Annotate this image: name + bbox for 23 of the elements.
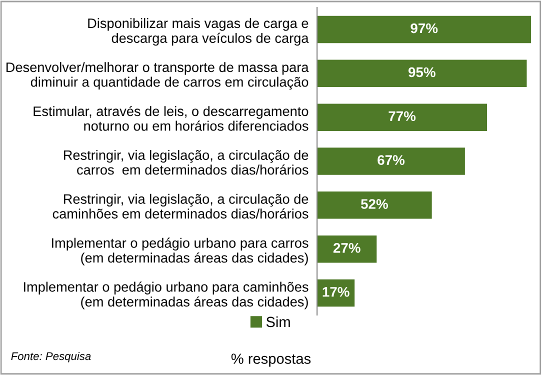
data-label: 17% bbox=[322, 286, 350, 297]
data-label: 77% bbox=[388, 111, 416, 122]
bar bbox=[317, 148, 465, 175]
data-label: 97% bbox=[410, 23, 438, 34]
source-note: Fonte: Pesquisa bbox=[11, 352, 91, 362]
data-label: 27% bbox=[333, 243, 360, 253]
y-tick-label: Implementar o pedágio urbano para carros (em determinadas áreas das cidades) bbox=[52, 238, 308, 266]
bar bbox=[317, 60, 527, 88]
y-tick-label: Disponibilizar mais vagas de carga e descarga para veículos de carga bbox=[88, 18, 309, 46]
y-tick-label: Restringir, via legislação, a circulação de caminhões em determinados dias/horários bbox=[52, 194, 308, 219]
data-label: 52% bbox=[360, 199, 388, 209]
legend-label: Sim bbox=[266, 316, 290, 328]
y-tick-label: Desenvolver/melhorar o transporte de massa para diminuir a quantidade de carros em circulação bbox=[6, 62, 309, 90]
bar bbox=[317, 192, 432, 219]
data-label: 67% bbox=[378, 155, 405, 165]
y-tick-label: Estimular, através de leis, o descarregamento noturno ou em horários diferenciados bbox=[34, 106, 308, 131]
data-label: 95% bbox=[408, 67, 436, 78]
bar bbox=[317, 235, 377, 263]
y-tick-label: Implementar o pedágio urbano para caminhões (em determinadas áreas das cidades) bbox=[24, 282, 308, 310]
x-axis-title: % respostas bbox=[231, 354, 311, 367]
bar bbox=[317, 16, 532, 44]
bar bbox=[317, 104, 488, 131]
y-tick-label: Restringir, via legislação, a circulação de carros em determinados dias/horários bbox=[64, 150, 308, 175]
